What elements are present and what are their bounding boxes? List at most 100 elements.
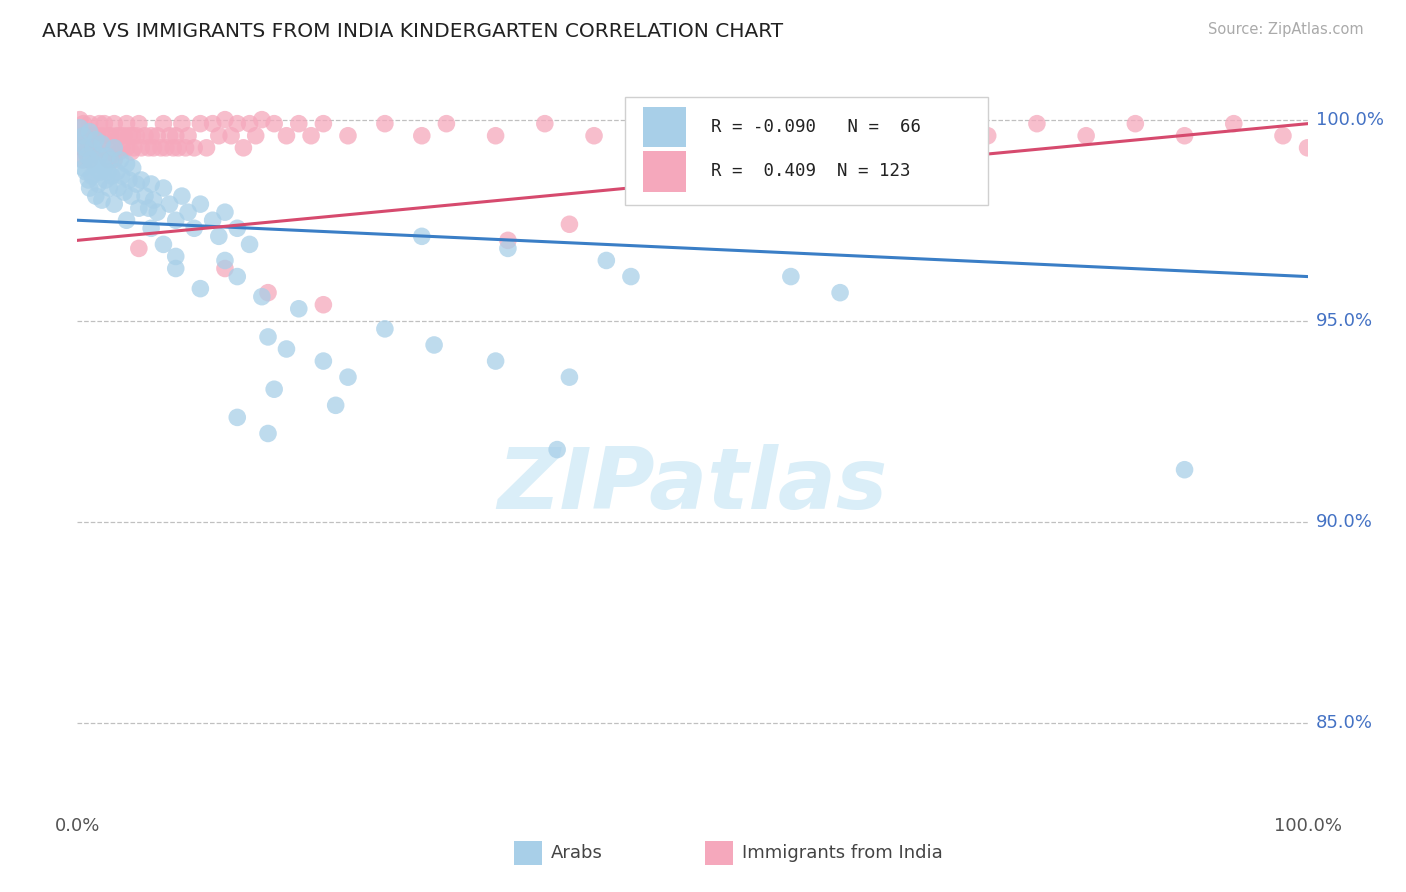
Point <box>141 177 163 191</box>
Point <box>558 217 581 231</box>
Point <box>152 237 174 252</box>
Point <box>93 161 115 175</box>
Text: R = -0.090   N =  66: R = -0.090 N = 66 <box>711 118 921 136</box>
Point <box>263 382 285 396</box>
Text: 85.0%: 85.0% <box>1316 714 1372 732</box>
Point <box>731 117 754 131</box>
Point <box>214 261 236 276</box>
Point <box>534 117 557 131</box>
Point <box>780 269 803 284</box>
Point <box>107 181 129 195</box>
Text: 90.0%: 90.0% <box>1316 513 1372 531</box>
Point <box>188 282 212 296</box>
Point <box>128 241 150 255</box>
Point <box>276 128 298 143</box>
Point <box>312 354 335 368</box>
Bar <box>644 106 686 147</box>
Point <box>155 141 177 155</box>
Point <box>96 141 118 155</box>
Point <box>288 301 311 316</box>
Point <box>125 128 148 143</box>
Point <box>112 185 135 199</box>
Point <box>288 117 311 131</box>
Point <box>128 117 150 131</box>
Point <box>110 128 132 143</box>
Point <box>374 322 396 336</box>
Point <box>201 213 224 227</box>
Point <box>89 149 111 163</box>
Point <box>159 128 181 143</box>
Point <box>682 128 704 143</box>
Point <box>485 354 508 368</box>
Point <box>105 165 128 179</box>
Point <box>89 117 111 131</box>
Point <box>146 205 169 219</box>
FancyBboxPatch shape <box>624 97 988 204</box>
Point <box>101 169 124 183</box>
Point <box>128 201 150 215</box>
Point <box>183 141 205 155</box>
Point <box>118 173 141 187</box>
Bar <box>515 841 543 865</box>
Point <box>167 141 190 155</box>
Point <box>134 189 156 203</box>
Point <box>1296 141 1319 155</box>
Point <box>72 153 94 167</box>
Point <box>214 205 236 219</box>
Point <box>101 145 124 159</box>
Point <box>93 117 115 131</box>
Point <box>1026 117 1049 131</box>
Point <box>82 141 104 155</box>
Point <box>138 201 160 215</box>
Point <box>97 165 120 179</box>
Point <box>1125 117 1147 131</box>
Point <box>76 128 98 143</box>
Point <box>111 169 132 183</box>
Point <box>82 169 104 183</box>
Point <box>79 117 101 131</box>
Text: R =  0.409  N = 123: R = 0.409 N = 123 <box>711 162 911 180</box>
Point <box>1174 128 1197 143</box>
Point <box>325 398 347 412</box>
Point <box>105 128 128 143</box>
Point <box>1272 128 1295 143</box>
Point <box>583 128 606 143</box>
Point <box>780 128 803 143</box>
Point <box>595 253 617 268</box>
Point <box>195 141 218 155</box>
Point <box>121 128 143 143</box>
Point <box>245 128 267 143</box>
Point <box>121 161 143 175</box>
Point <box>121 189 143 203</box>
Point <box>108 145 131 159</box>
Point <box>79 181 101 195</box>
Point <box>201 117 224 131</box>
Point <box>87 177 110 191</box>
Point <box>70 141 93 155</box>
Point <box>558 370 581 384</box>
Point <box>83 128 105 143</box>
Point <box>69 120 91 135</box>
Point <box>299 128 322 143</box>
Point <box>100 128 122 143</box>
Point <box>928 117 950 131</box>
Bar <box>704 841 733 865</box>
Point <box>72 161 94 175</box>
Point <box>69 112 91 127</box>
Point <box>125 177 148 191</box>
Point <box>111 141 132 155</box>
Text: 100.0%: 100.0% <box>1316 111 1384 128</box>
Point <box>165 249 187 263</box>
Point <box>97 153 120 167</box>
Point <box>239 237 262 252</box>
Point <box>90 128 114 143</box>
Point <box>257 426 280 441</box>
Point <box>83 157 105 171</box>
Point <box>115 157 138 171</box>
Point <box>496 241 519 255</box>
Point <box>121 145 143 159</box>
Point <box>1076 128 1098 143</box>
Point <box>142 193 165 207</box>
Point <box>159 197 181 211</box>
Point <box>152 117 174 131</box>
